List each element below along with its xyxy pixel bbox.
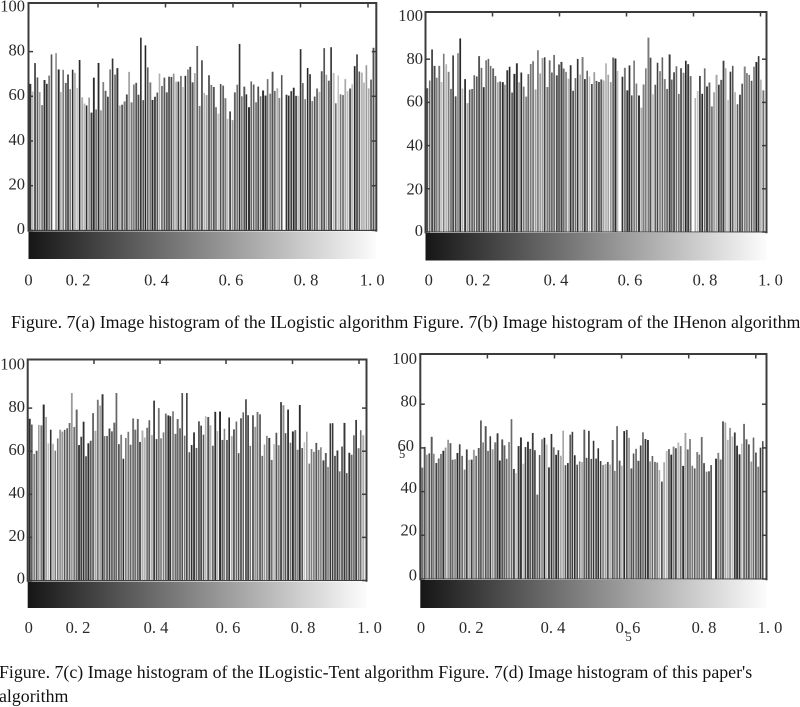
- svg-text:1. 0: 1. 0: [360, 271, 385, 290]
- svg-text:1. 0: 1. 0: [758, 618, 783, 637]
- svg-text:0. 8: 0. 8: [294, 271, 319, 290]
- svg-text:5: 5: [626, 630, 632, 644]
- svg-text:0. 4: 0. 4: [144, 618, 169, 637]
- svg-text:0. 6: 0. 6: [219, 271, 244, 290]
- svg-text:5: 5: [399, 447, 405, 461]
- svg-text:0: 0: [17, 219, 25, 238]
- svg-text:0: 0: [409, 566, 417, 585]
- svg-text:20: 20: [9, 526, 26, 545]
- svg-text:60: 60: [9, 440, 26, 459]
- svg-text:0. 2: 0. 2: [66, 271, 91, 290]
- svg-text:40: 40: [407, 136, 424, 155]
- svg-text:0: 0: [417, 618, 425, 637]
- svg-text:0. 6: 0. 6: [618, 271, 643, 290]
- svg-text:20: 20: [401, 521, 418, 540]
- svg-text:80: 80: [401, 392, 418, 411]
- svg-text:0. 8: 0. 8: [291, 618, 316, 637]
- svg-text:100: 100: [392, 349, 417, 368]
- svg-text:0: 0: [25, 618, 33, 637]
- svg-text:0: 0: [425, 271, 433, 290]
- svg-text:0. 4: 0. 4: [541, 618, 566, 637]
- svg-text:80: 80: [9, 41, 26, 60]
- svg-text:0. 2: 0. 2: [66, 618, 91, 637]
- svg-text:0. 4: 0. 4: [544, 271, 569, 290]
- svg-text:0: 0: [17, 569, 25, 588]
- svg-text:40: 40: [9, 483, 26, 502]
- svg-text:60: 60: [407, 92, 424, 111]
- svg-text:20: 20: [9, 175, 26, 194]
- svg-text:60: 60: [9, 85, 26, 104]
- svg-text:0: 0: [24, 271, 32, 290]
- svg-text:0. 2: 0. 2: [459, 618, 484, 637]
- svg-text:20: 20: [407, 179, 424, 198]
- svg-text:0. 8: 0. 8: [693, 271, 718, 290]
- svg-text:40: 40: [9, 130, 26, 149]
- svg-text:1. 0: 1. 0: [357, 618, 382, 637]
- svg-text:100: 100: [398, 6, 423, 25]
- svg-text:0. 8: 0. 8: [692, 618, 717, 637]
- svg-text:0. 4: 0. 4: [144, 271, 169, 290]
- svg-text:0. 6: 0. 6: [216, 618, 241, 637]
- svg-text:100: 100: [0, 354, 25, 373]
- svg-text:0. 2: 0. 2: [466, 271, 491, 290]
- svg-text:0: 0: [415, 221, 423, 240]
- svg-text:80: 80: [407, 49, 424, 68]
- svg-text:40: 40: [401, 478, 418, 497]
- svg-text:0. 6: 0. 6: [616, 618, 641, 637]
- svg-text:100: 100: [0, 0, 25, 15]
- svg-text:80: 80: [9, 397, 26, 416]
- svg-text:60: 60: [398, 436, 415, 455]
- svg-text:1. 0: 1. 0: [758, 271, 783, 290]
